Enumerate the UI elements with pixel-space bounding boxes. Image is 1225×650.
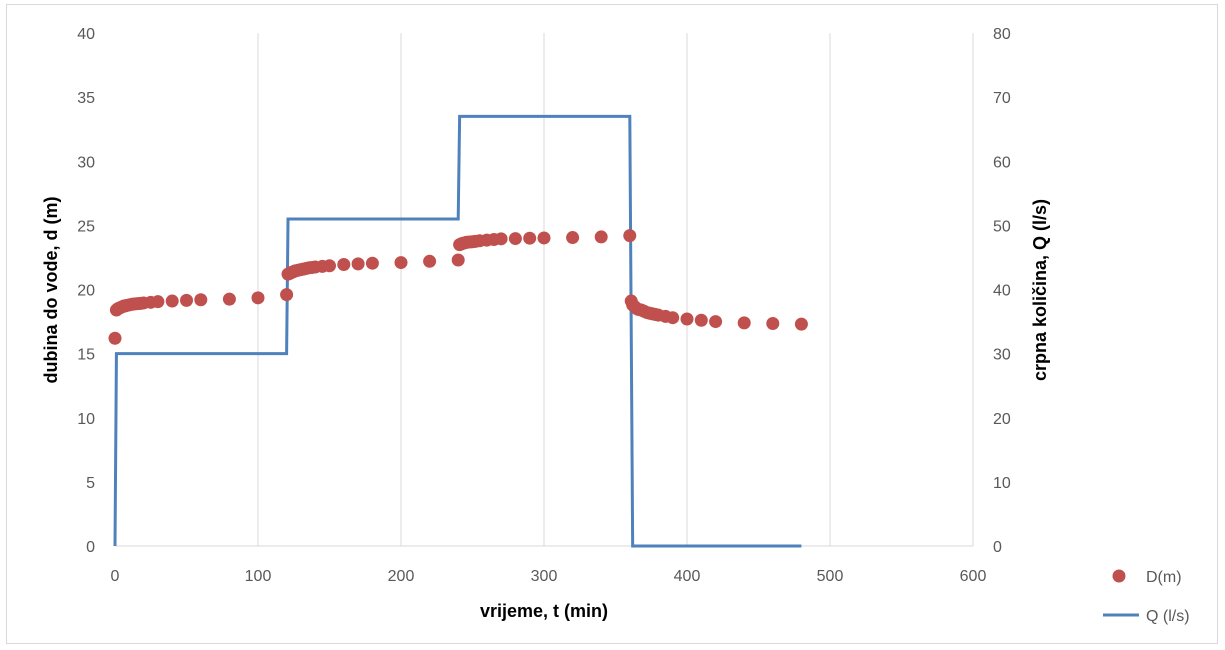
d-point-22 <box>280 288 294 302</box>
d-point-61 <box>594 230 608 244</box>
d-point-43 <box>451 253 465 267</box>
legend: D(m) Q (l/s) <box>1103 569 1190 625</box>
d-point-42 <box>423 254 437 268</box>
d-point-80 <box>709 315 723 329</box>
d-point-18 <box>180 293 193 307</box>
x-tick-label-4: 400 <box>674 568 701 585</box>
y2-tick-label-6: 60 <box>993 154 1011 171</box>
y-tick-labels: 0 5 10 15 20 25 30 35 40 <box>77 26 95 556</box>
x-tick-labels: 0 100 200 300 400 500 600 <box>111 568 987 585</box>
d-point-16 <box>151 295 165 309</box>
d-point-57 <box>508 232 522 246</box>
d-point-39 <box>351 257 365 271</box>
x-axis-title: vrijeme, t (min) <box>480 601 608 621</box>
y-tick-label-0: 0 <box>86 539 95 556</box>
d-point-40 <box>365 256 379 270</box>
legend-q-label: Q (l/s) <box>1146 608 1190 625</box>
d-point-77 <box>666 311 680 325</box>
legend-d-label: D(m) <box>1146 569 1182 586</box>
d-series-group <box>108 229 808 345</box>
x-tick-label-2: 200 <box>388 568 415 585</box>
d-point-37 <box>323 259 336 273</box>
d-point-19 <box>194 293 208 307</box>
d-point-38 <box>337 257 351 271</box>
y2-tick-labels: 0 10 20 30 40 50 60 70 80 <box>993 26 1011 556</box>
x-tick-label-1: 100 <box>245 568 272 585</box>
d-point-81 <box>737 316 751 330</box>
d-point-59 <box>537 231 551 245</box>
d-point-82 <box>766 316 780 330</box>
d-point-58 <box>523 231 537 245</box>
x-tick-label-0: 0 <box>111 568 120 585</box>
y2-axis-title: crpna količina, Q (l/s) <box>1030 199 1050 381</box>
y2-tick-label-4: 40 <box>993 283 1011 300</box>
y-tick-label-8: 40 <box>77 26 95 43</box>
y-tick-label-2: 10 <box>77 411 95 428</box>
q-series-group <box>113 114 802 548</box>
x-tick-label-6: 600 <box>960 568 987 585</box>
y2-tick-label-1: 10 <box>993 475 1011 492</box>
y2-tick-label-0: 0 <box>993 539 1002 556</box>
y-tick-label-6: 30 <box>77 154 95 171</box>
y-tick-label-7: 35 <box>77 90 95 107</box>
d-point-41 <box>394 256 408 270</box>
d-point-20 <box>222 292 236 306</box>
y2-tick-label-8: 80 <box>993 26 1011 43</box>
d-point-17 <box>165 294 179 308</box>
d-point-62 <box>623 229 637 243</box>
y-axis-title: dubina do vode, d (m) <box>41 197 61 384</box>
x-tick-label-5: 500 <box>817 568 844 585</box>
grid-lines <box>257 33 974 546</box>
d-point-79 <box>694 313 708 327</box>
d-point-83 <box>794 317 808 331</box>
y2-tick-label-5: 50 <box>993 218 1011 235</box>
x-tick-label-3: 300 <box>531 568 558 585</box>
chart-frame <box>6 4 1218 644</box>
y-tick-label-4: 20 <box>77 283 95 300</box>
y-tick-label-5: 25 <box>77 218 95 235</box>
y-tick-label-3: 15 <box>77 347 95 364</box>
legend-d-marker <box>1112 569 1126 583</box>
d-point-0 <box>108 331 122 345</box>
d-point-21 <box>251 291 265 305</box>
d-point-56 <box>494 232 508 246</box>
y2-tick-label-3: 30 <box>993 347 1011 364</box>
y2-tick-label-2: 20 <box>993 411 1011 428</box>
d-point-60 <box>566 231 580 245</box>
y-tick-label-1: 5 <box>86 475 95 492</box>
y2-tick-label-7: 70 <box>993 90 1011 107</box>
d-point-78 <box>680 312 694 326</box>
q-series-line <box>113 114 802 548</box>
